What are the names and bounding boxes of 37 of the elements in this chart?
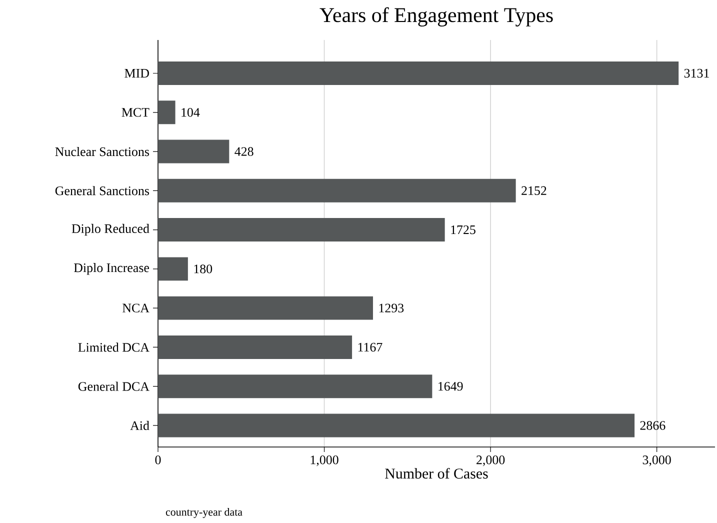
- chart-title: Years of Engagement Types: [320, 7, 553, 26]
- bar: [158, 335, 352, 359]
- bar: [158, 257, 188, 281]
- y-tick-label: MID: [124, 69, 149, 78]
- x-tick-label: 1,000: [310, 456, 338, 466]
- text: country-year data: [166, 508, 242, 518]
- y-tick-label: Nuclear Sanctions: [55, 146, 150, 156]
- data-label: 2152: [522, 186, 546, 196]
- x-tick-label: 2,000: [476, 456, 505, 466]
- data-label: 104: [182, 108, 200, 117]
- y-tick-label: General DCA: [78, 382, 150, 391]
- data-label: 1725: [451, 225, 476, 234]
- y-tick-label: Limited DCA: [78, 342, 150, 352]
- data-label: 3131: [684, 68, 709, 78]
- x-tick-label: 3,000: [642, 456, 671, 466]
- y-tick-label: General Sanctions: [55, 186, 150, 196]
- data-label: 1293: [379, 304, 404, 312]
- y-tick-label: Diplo Increase: [74, 263, 150, 275]
- x-tick-label: 0: [155, 456, 161, 464]
- y-tick-label: NCA: [122, 304, 150, 312]
- bar: [158, 218, 445, 242]
- bar: [158, 140, 230, 164]
- data-label: 1649: [438, 382, 463, 391]
- x-axis-title: Number of Cases: [385, 468, 488, 479]
- bar: [158, 178, 516, 202]
- bar: [158, 62, 679, 85]
- data-label: 2866: [640, 421, 666, 430]
- bar: [158, 296, 373, 320]
- bar: [158, 100, 176, 124]
- bar: [158, 414, 635, 438]
- data-label: 1167: [358, 342, 382, 352]
- y-tick-label: Diplo Reduced: [72, 224, 150, 236]
- data-label: 428: [234, 147, 254, 156]
- bar: [158, 374, 432, 398]
- y-tick-label: MCT: [122, 108, 150, 117]
- y-tick-label: Aid: [130, 420, 150, 430]
- data-label: 180: [194, 264, 212, 274]
